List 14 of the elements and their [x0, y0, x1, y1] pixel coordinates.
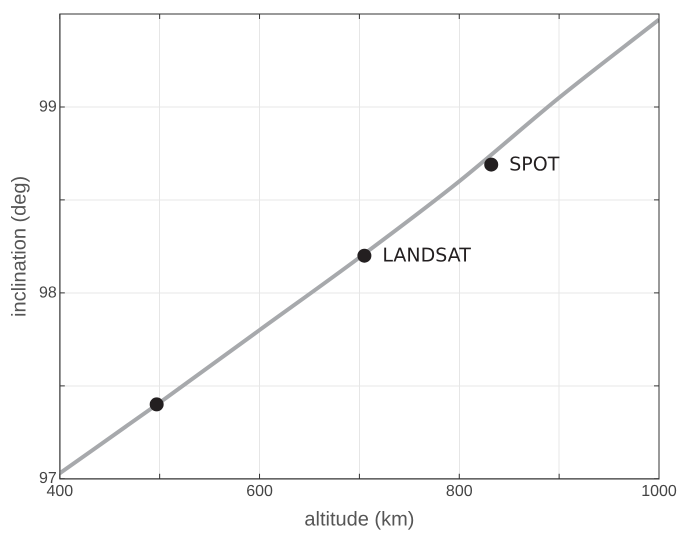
- y-axis-title: inclination (deg): [8, 176, 31, 317]
- y-tick-label: 98: [39, 284, 57, 302]
- annotation: SPOT: [509, 154, 560, 176]
- x-tick-label: 1000: [641, 482, 677, 500]
- x-axis-title: altitude (km): [304, 508, 414, 531]
- x-tick-label: 600: [246, 482, 273, 500]
- line-series: [60, 18, 659, 476]
- x-tick-label: 400: [46, 482, 74, 500]
- point: [484, 158, 498, 172]
- annotation: LANDSAT: [382, 244, 472, 267]
- point: [150, 397, 164, 412]
- point: [357, 248, 372, 263]
- y-tick-label: 99: [39, 98, 57, 116]
- x-tick-label: 800: [446, 482, 473, 500]
